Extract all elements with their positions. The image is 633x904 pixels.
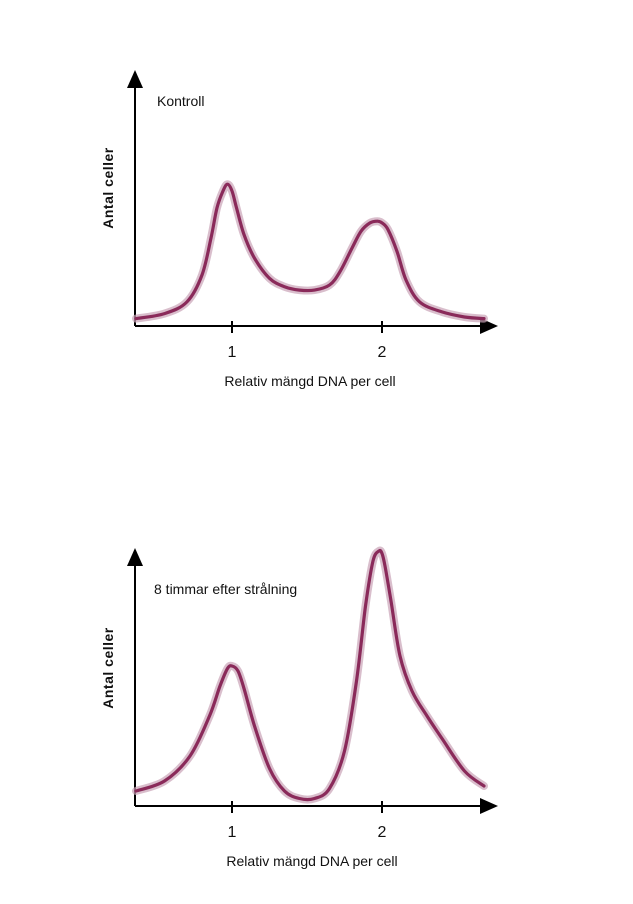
x-axis-label-2: Relativ mängd DNA per cell: [226, 853, 397, 869]
series-line-1: [134, 182, 486, 321]
x-tick-label-1b: 2: [378, 344, 387, 361]
x-tick-label-2a: 1: [228, 824, 237, 841]
x-tick-label-1a: 1: [228, 344, 237, 361]
y-axis-label-1: Antal celler: [100, 147, 116, 229]
chart-panel-1: Kontroll 1 2 Relativ mängd DNA per cell …: [100, 70, 498, 389]
y-axis-label-2: Antal celler: [100, 627, 116, 709]
series-line-2: [134, 548, 486, 802]
chart-title-2: 8 timmar efter strålning: [154, 581, 297, 597]
x-axis-label-1: Relativ mängd DNA per cell: [224, 373, 395, 389]
x-tick-label-2b: 2: [378, 824, 387, 841]
chart-title-1: Kontroll: [157, 93, 204, 109]
chart-panel-2: 8 timmar efter strålning 1 2 Relativ män…: [100, 546, 498, 869]
